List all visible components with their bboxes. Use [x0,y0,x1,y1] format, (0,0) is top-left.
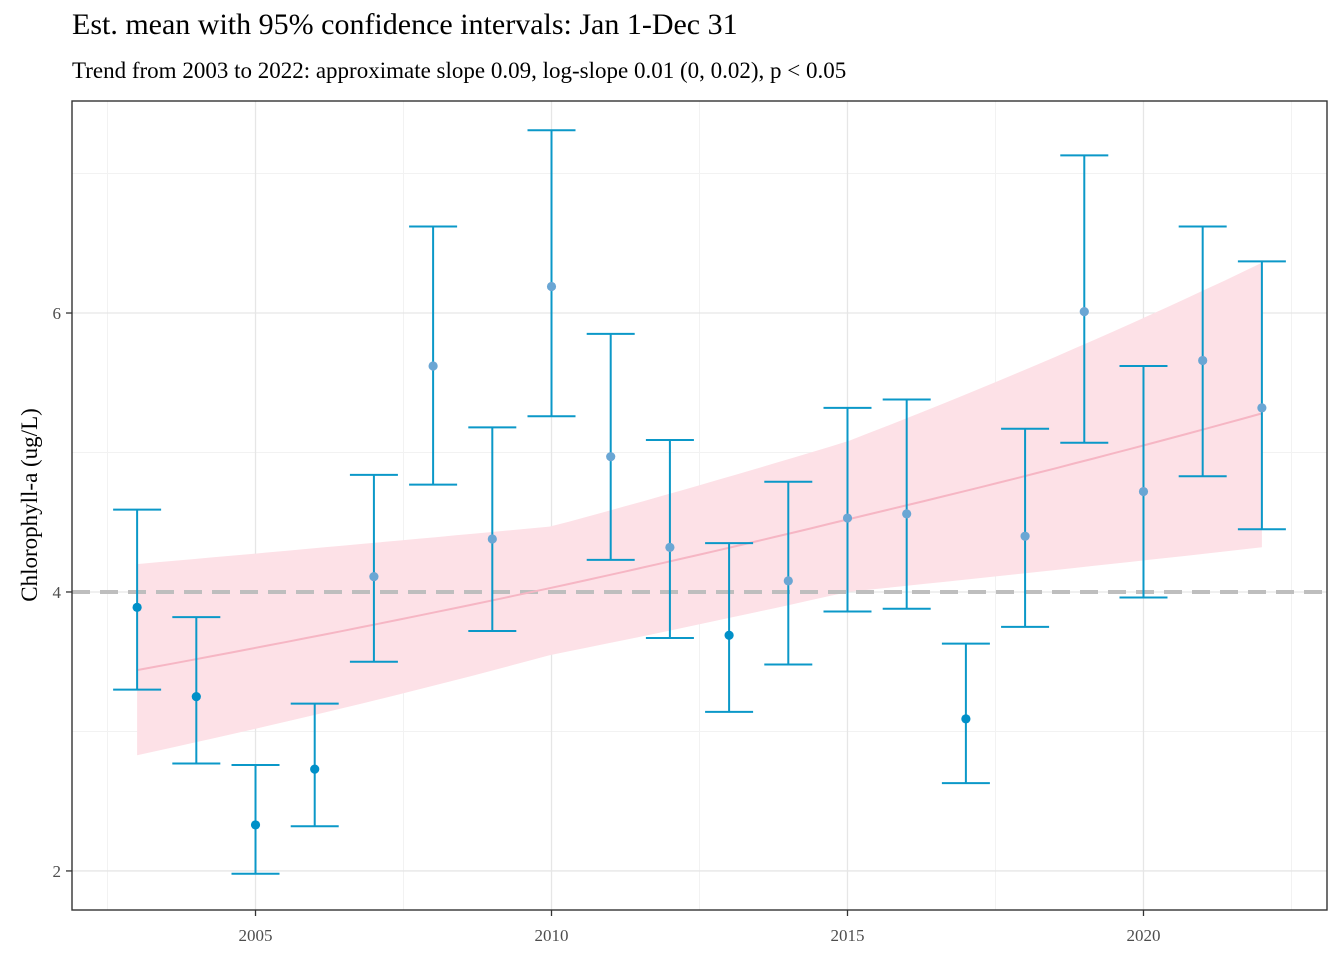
error-bar [349,473,398,663]
error-bar [1178,225,1227,478]
error-bar [172,616,221,765]
error-bar [705,542,754,713]
data-point [487,534,497,544]
y-tick-label: 4 [53,583,62,602]
data-point [606,452,616,462]
error-bar [645,438,694,640]
y-tick-label: 2 [53,862,62,881]
data-point [961,714,971,724]
trend-confidence-band [137,262,1262,756]
error-bar [231,763,280,875]
data-point [1079,307,1089,317]
data-point [546,281,557,292]
error-bar [764,480,813,666]
data-point [842,513,853,523]
data-points [132,281,1267,830]
data-point [191,691,201,702]
chart-title: Est. mean with 95% confidence intervals:… [72,8,738,41]
data-point [1257,403,1267,413]
data-point [132,602,142,612]
trend-line [136,412,1263,672]
trend-band-area [137,262,1262,756]
x-tick-label: 2020 [1126,926,1160,945]
x-tick-label: 2010 [535,926,569,945]
data-point [1198,355,1208,366]
plot-border [71,100,1328,911]
error-bar [1001,427,1050,628]
x-tick-label: 2015 [830,926,864,945]
data-point [902,509,912,519]
data-point [428,361,438,371]
error-bar [1060,154,1109,444]
y-axis-label: Chlorophyll-a (ug/L) [17,408,42,602]
error-bar [586,332,635,561]
trend-fit-line [136,412,1263,672]
data-point [1138,486,1149,497]
data-point [665,542,675,552]
error-bar [527,129,576,418]
error-bars [113,129,1286,875]
error-bar [409,225,458,486]
chart-subtitle: Trend from 2003 to 2022: approximate slo… [72,58,847,83]
axes: 2005 2010 2015 2020 2 4 6 [53,304,1161,945]
error-bar [823,406,872,613]
y-tick-label: 6 [53,304,62,323]
data-point [369,572,379,582]
data-point [250,820,261,830]
error-bar [941,642,990,785]
error-bar [1119,365,1168,599]
error-bar [113,508,162,691]
error-bar [882,398,931,610]
data-point [310,764,320,774]
x-tick-label: 2005 [239,926,273,945]
data-point [1020,531,1030,541]
data-point [783,576,793,586]
data-point [724,630,734,640]
error-bar [468,426,517,633]
error-bar [1237,260,1286,531]
